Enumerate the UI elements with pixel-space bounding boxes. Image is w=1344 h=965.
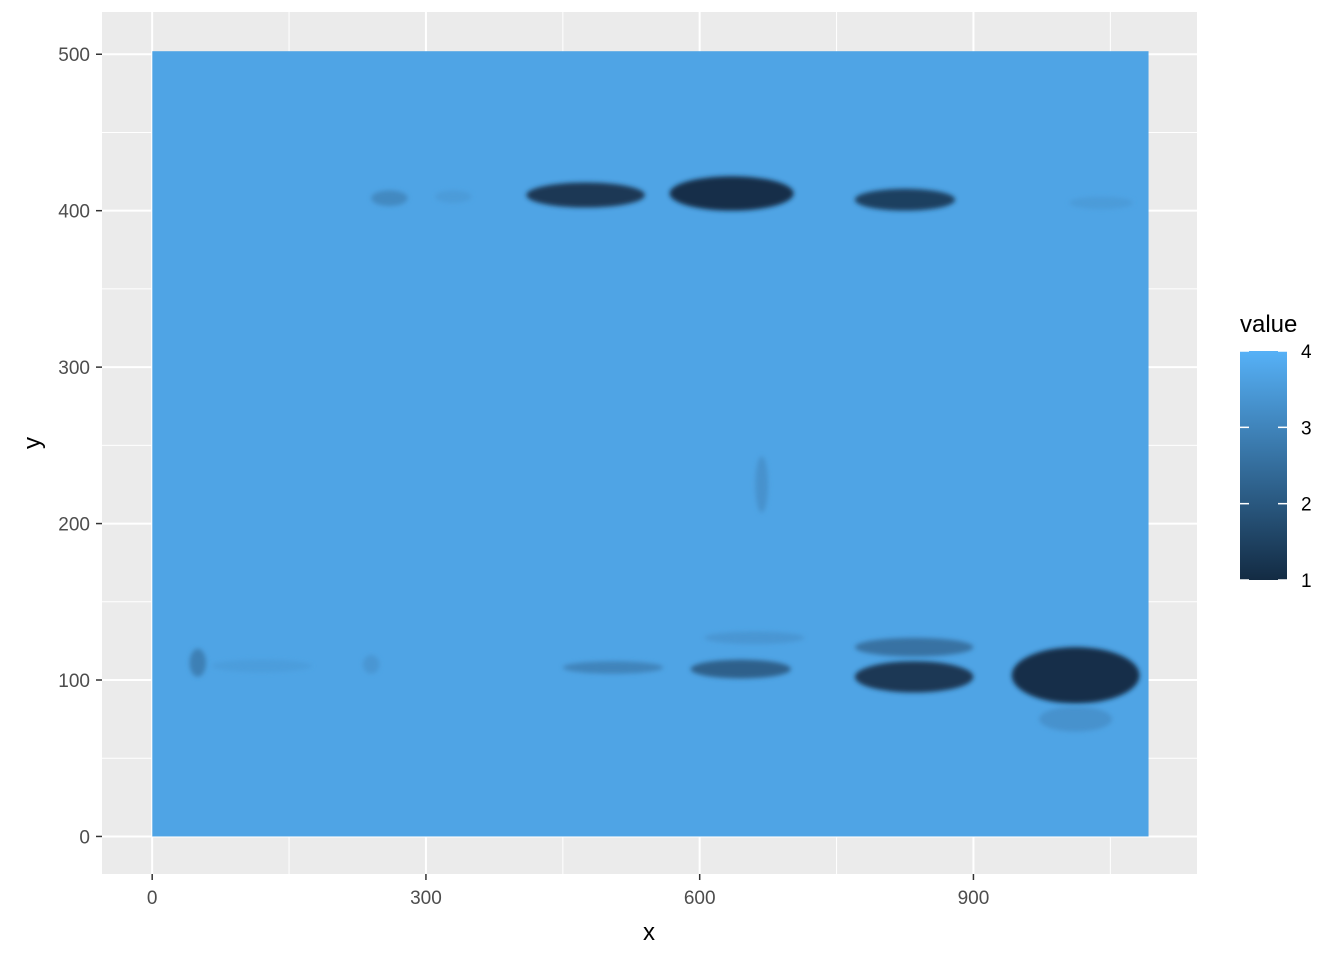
- legend-tick-label: 3: [1301, 418, 1312, 439]
- y-tick-label: 500: [58, 45, 90, 66]
- heatmap-band: [211, 659, 312, 673]
- heatmap-band: [435, 190, 472, 203]
- heatmap-band: [690, 659, 791, 679]
- heatmap-band: [854, 661, 974, 693]
- y-tick-label: 400: [58, 202, 90, 223]
- heatmap-band: [562, 661, 664, 674]
- legend-tick-label: 2: [1301, 495, 1312, 516]
- legend-title: value: [1240, 311, 1297, 338]
- y-tick-label: 300: [58, 358, 90, 379]
- x-axis-ticks: 0 300 600 900: [147, 874, 989, 909]
- heatmap-band: [704, 631, 805, 645]
- heatmap-band: [755, 456, 769, 513]
- heatmap-band: [854, 188, 956, 211]
- heatmap-band: [1011, 647, 1140, 704]
- x-tick-label: 300: [410, 888, 442, 909]
- x-tick-label: 600: [684, 888, 716, 909]
- x-tick-label: 0: [147, 888, 158, 909]
- y-tick-label: 100: [58, 671, 90, 692]
- y-tick-label: 0: [79, 827, 90, 848]
- heatmap-band: [854, 637, 974, 657]
- raster-background: [152, 51, 1149, 837]
- heatmap-band: [362, 654, 380, 674]
- heatmap-band: [526, 182, 645, 208]
- heatmap-band: [371, 190, 408, 206]
- heatmap-band: [669, 176, 794, 211]
- x-tick-label: 900: [958, 888, 990, 909]
- heatmap-band: [1069, 196, 1134, 210]
- heatmap-band: [189, 648, 207, 677]
- y-tick-label: 200: [58, 515, 90, 536]
- heatmap-band: [1039, 706, 1113, 732]
- heatmap-raster: [152, 51, 1149, 837]
- legend-tick-label: 1: [1301, 571, 1312, 592]
- y-axis-label: y: [19, 437, 46, 449]
- y-axis-ticks: 0 100 200 300 400 500: [58, 45, 102, 848]
- legend-colorbar: [1240, 351, 1287, 580]
- legend-tick-label: 4: [1301, 342, 1312, 363]
- x-axis-label: x: [643, 919, 655, 946]
- color-legend: value 1 2 3 4: [1240, 311, 1312, 592]
